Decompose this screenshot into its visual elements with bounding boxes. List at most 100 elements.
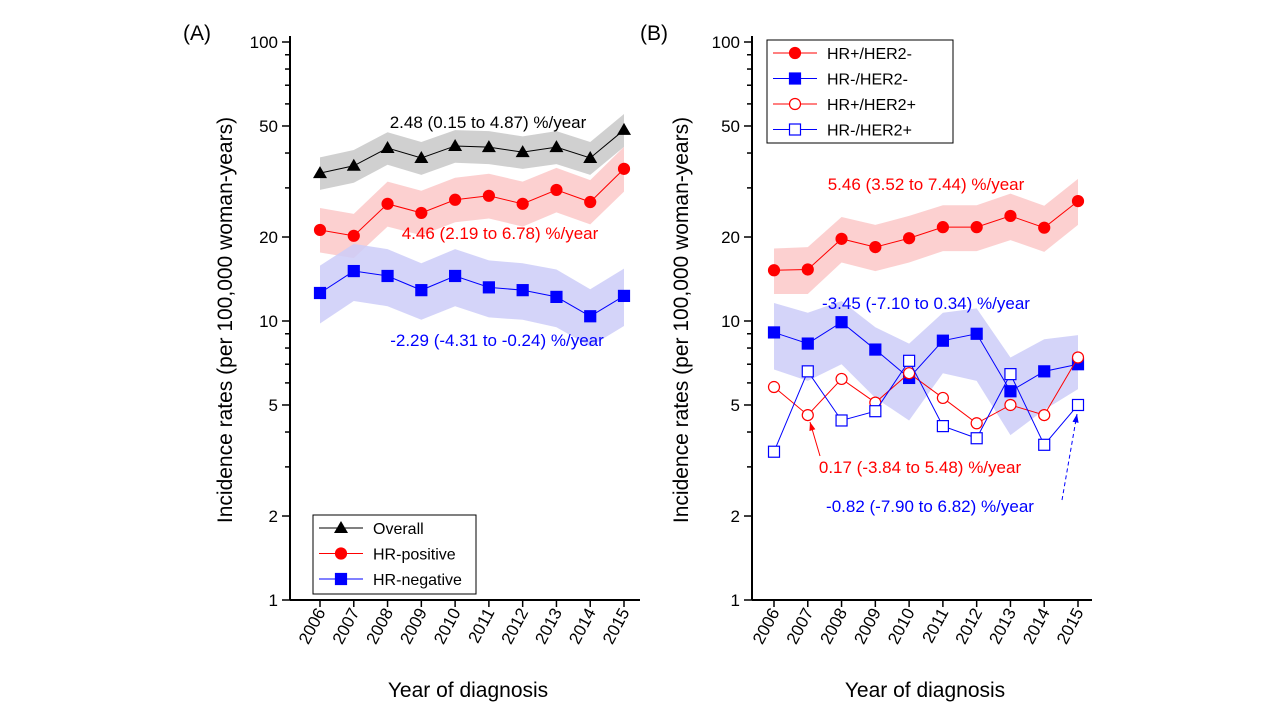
data-point: [482, 281, 495, 294]
panel-b: 1 2 5 10 20 50 100 2006 2007 2008 2009 2010 2011 2012…: [640, 22, 1092, 702]
data-point: [617, 289, 631, 303]
legend-marker: [334, 547, 348, 560]
x-tick-label: 2010: [884, 605, 919, 647]
x-tick-label: 2008: [817, 605, 852, 647]
data-point: [1038, 438, 1051, 451]
x-tick-label: 2012: [952, 605, 987, 647]
data-point: [1004, 368, 1017, 381]
data-point: [584, 310, 597, 323]
legend-marker: [788, 97, 802, 111]
data-point: [1038, 408, 1051, 422]
panel-label: (A): [183, 22, 211, 45]
legend-label: Overall: [373, 521, 424, 538]
trend-annotation: 4.46 (2.19 to 6.78) %/year: [402, 224, 599, 243]
legend: Overall HR-positive HR-negative: [312, 514, 477, 595]
x-tick-label: 2013: [531, 605, 566, 647]
data-point: [835, 232, 848, 245]
series-line: [773, 200, 1079, 271]
y-tick-label: 2: [269, 507, 278, 526]
data-point: [381, 269, 394, 283]
data-point: [481, 140, 496, 153]
data-point: [415, 206, 428, 220]
legend-label: HR-negative: [373, 572, 462, 589]
x-tick-label: 2009: [396, 605, 431, 647]
data-point: [903, 354, 916, 367]
x-tick-label: 2014: [1019, 605, 1054, 647]
data-point: [313, 286, 327, 300]
y-axis-label: Incidence rates (per 100,000 woman-years…: [670, 117, 693, 523]
data-point: [415, 284, 428, 297]
x-tick-label: 2008: [363, 605, 398, 647]
data-point: [936, 420, 949, 433]
data-point: [767, 264, 781, 277]
y-tick-label: 10: [259, 312, 278, 331]
data-point: [516, 284, 529, 297]
confidence-band: [774, 300, 1078, 436]
x-tick-label: 2011: [464, 605, 498, 646]
data-point: [801, 365, 814, 378]
data-point: [767, 445, 781, 458]
data-point: [970, 432, 983, 445]
series-line: [319, 129, 625, 174]
data-point: [1004, 385, 1017, 398]
trend-annotation: 5.46 (3.52 to 7.44) %/year: [828, 175, 1025, 194]
data-point: [835, 372, 848, 386]
data-point: [515, 145, 530, 158]
x-axis-label: Year of diagnosis: [845, 679, 1005, 702]
y-tick-label: 5: [731, 396, 740, 415]
data-point: [1071, 398, 1085, 412]
data-point: [347, 229, 360, 242]
legend-label: HR-/HER2-: [827, 72, 908, 89]
data-point: [482, 189, 495, 202]
legend-marker: [788, 72, 802, 85]
trend-annotation: 2.48 (0.15 to 4.87) %/year: [390, 113, 587, 132]
data-point: [449, 193, 462, 206]
x-tick-label: 2006: [749, 605, 784, 647]
data-point: [1004, 209, 1017, 223]
trend-annotation: -0.82 (-7.90 to 6.82) %/year: [826, 497, 1034, 516]
data-point: [869, 241, 882, 254]
series-line: [773, 321, 1079, 392]
data-point: [835, 316, 848, 329]
x-tick-label: 2013: [985, 605, 1020, 647]
y-tick-label: 100: [250, 33, 278, 52]
x-tick-label: 2010: [430, 605, 465, 647]
x-tick-label: 2011: [918, 605, 952, 646]
y-tick-label: 20: [721, 228, 740, 247]
confidence-band: [320, 243, 624, 347]
data-point: [584, 195, 597, 209]
data-point: [835, 414, 848, 427]
legend-marker: [334, 521, 348, 533]
legend-label: HR-/HER2+: [827, 123, 912, 140]
legend: HR+/HER2- HR-/HER2- HR+/HER2+ HR-/HER2+: [766, 39, 954, 144]
data-point: [869, 405, 882, 418]
data-point: [381, 197, 394, 210]
data-point: [970, 327, 983, 340]
x-tick-label: 2015: [1053, 605, 1088, 647]
data-point: [583, 150, 598, 163]
data-point: [936, 391, 949, 405]
y-axis-label: Incidence rates (per 100,000 woman-years…: [214, 117, 237, 523]
data-point: [549, 140, 564, 153]
y-tick-label: 50: [721, 117, 740, 136]
data-point: [1038, 365, 1051, 378]
legend-label: HR+/HER2-: [827, 46, 912, 63]
y-tick-label: 10: [721, 312, 740, 331]
trend-annotation: 0.17 (-3.84 to 5.48) %/year: [819, 458, 1022, 477]
data-point: [970, 221, 983, 234]
series-line: [319, 168, 625, 237]
data-point: [1071, 194, 1085, 208]
arrowhead: [809, 422, 816, 431]
x-axis-label: Year of diagnosis: [388, 679, 548, 702]
data-point: [1038, 221, 1051, 234]
x-tick-label: 2009: [850, 605, 885, 647]
legend-marker: [334, 572, 348, 586]
trend-annotation: -2.29 (-4.31 to -0.24) %/year: [390, 331, 604, 350]
x-tick-label: 2015: [599, 605, 634, 647]
y-tick-label: 1: [269, 591, 278, 610]
x-tick-label: 2006: [295, 605, 330, 647]
data-point: [869, 343, 882, 356]
series-line: [773, 359, 1079, 452]
data-point: [617, 162, 631, 175]
